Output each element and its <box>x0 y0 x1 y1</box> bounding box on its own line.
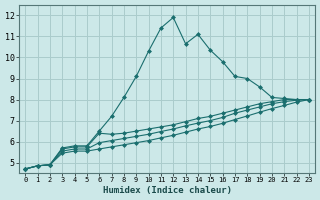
X-axis label: Humidex (Indice chaleur): Humidex (Indice chaleur) <box>103 186 232 195</box>
